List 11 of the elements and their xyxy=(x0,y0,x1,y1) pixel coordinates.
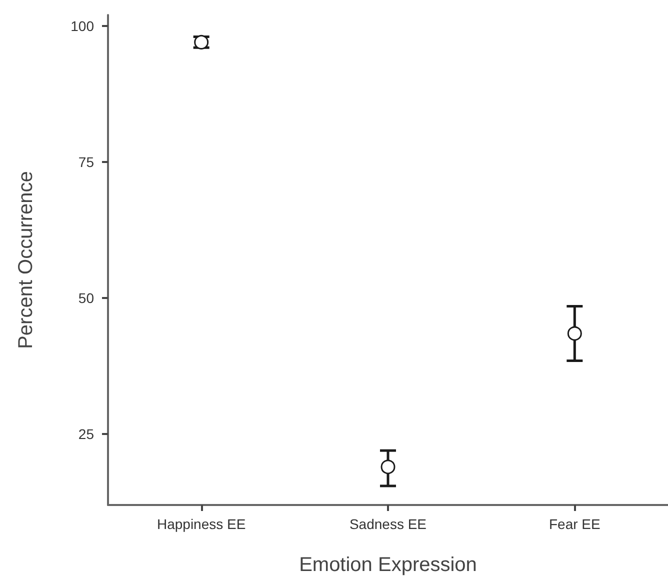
x-tick-label: Happiness EE xyxy=(156,516,246,532)
y-tick-label: 75 xyxy=(78,154,94,170)
y-axis-title: Percent Occurrence xyxy=(15,171,37,349)
y-tick-label: 50 xyxy=(78,290,94,306)
point xyxy=(567,326,582,341)
x-axis-title: Emotion Expression xyxy=(299,554,477,576)
point xyxy=(380,460,396,474)
y-tick-label: 100 xyxy=(70,18,94,34)
x-tick-label: Fear EE xyxy=(548,516,600,532)
y-tick-label: 25 xyxy=(78,426,94,442)
x-tick-label: Sadness EE xyxy=(349,516,427,532)
